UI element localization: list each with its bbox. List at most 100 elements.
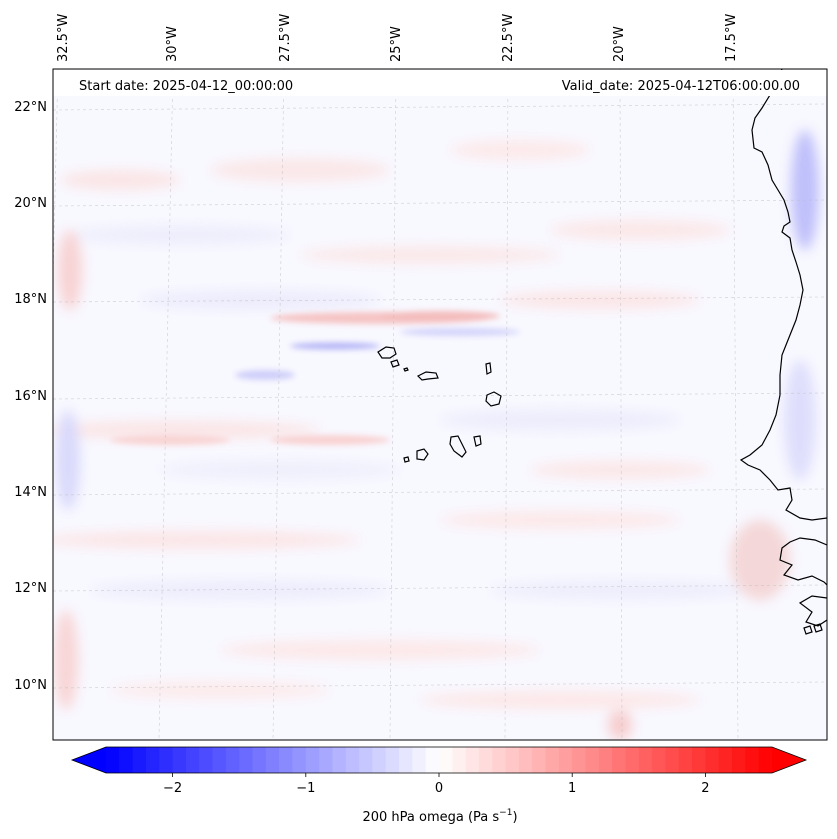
colorbar-tick-label: 1 bbox=[568, 781, 576, 796]
colorbar-cell bbox=[212, 747, 227, 773]
colorbar-cell bbox=[585, 747, 600, 773]
colorbar-cell bbox=[172, 747, 187, 773]
colorbar-cell bbox=[612, 747, 627, 773]
latitude-labels: 22°N 20°N 18°N 16°N 14°N 12°N 10°N bbox=[14, 100, 47, 693]
colorbar-cell bbox=[119, 747, 134, 773]
lat-label-20n: 20°N bbox=[14, 196, 47, 211]
colorbar-cell bbox=[425, 747, 440, 773]
colorbar-cell bbox=[692, 747, 706, 773]
island-sao-nicolau bbox=[416, 371, 439, 381]
colorbar: −2 −1 0 1 2 200 hPa omega (Pa s−1) bbox=[70, 746, 808, 825]
colorbar-cell bbox=[532, 747, 547, 773]
colorbar-cell bbox=[159, 747, 174, 773]
colorbar-cell bbox=[505, 747, 520, 773]
colorbar-cell bbox=[252, 747, 267, 773]
colorbar-cell bbox=[465, 747, 480, 773]
lon-label-17-5w: 17.5°W bbox=[724, 14, 739, 62]
colorbar-cell bbox=[625, 747, 640, 773]
colorbar-cell bbox=[439, 747, 453, 773]
gridlines bbox=[53, 69, 827, 740]
colorbar-cell bbox=[345, 747, 360, 773]
island-fogo bbox=[416, 448, 429, 461]
map-panel: Start date: 2025-04-12_00:00:00 Valid_da… bbox=[52, 68, 828, 741]
colorbar-cell bbox=[265, 747, 280, 773]
map-frame bbox=[52, 68, 828, 741]
island-sao-vicente bbox=[390, 359, 400, 368]
colorbar-cell bbox=[359, 747, 373, 773]
colorbar-tick-label: −1 bbox=[296, 781, 315, 796]
colorbar-cell bbox=[399, 747, 413, 773]
colorbar-cell bbox=[518, 747, 533, 773]
island-santiago bbox=[449, 435, 467, 458]
island-sal bbox=[485, 362, 492, 375]
lat-label-14n: 14°N bbox=[14, 485, 47, 500]
lon-label-20w: 20°W bbox=[612, 26, 627, 62]
lon-label-22-5w: 22.5°W bbox=[501, 14, 516, 62]
colorbar-cell bbox=[478, 747, 493, 773]
omega-field bbox=[53, 130, 819, 740]
lat-label-12n: 12°N bbox=[14, 581, 47, 596]
colorbar-cell bbox=[558, 747, 573, 773]
valid-date-text: Valid_date: 2025-04-12T06:00:00.00 bbox=[562, 79, 800, 94]
colorbar-cell bbox=[638, 747, 653, 773]
colorbar-cell bbox=[292, 747, 307, 773]
colorbar-cell bbox=[678, 747, 693, 773]
colorbar-outline bbox=[70, 746, 808, 774]
africa-coastline-south bbox=[779, 537, 827, 586]
colorbar-cell bbox=[239, 747, 254, 773]
colorbar-cell bbox=[452, 747, 467, 773]
colorbar-cell bbox=[732, 747, 746, 773]
longitude-labels: 32.5°W 30°W 27.5°W 25°W 22.5°W 20°W 17.5… bbox=[56, 14, 739, 62]
colorbar-cell bbox=[279, 747, 294, 773]
colorbar-ticks: −2 −1 0 1 2 bbox=[163, 773, 710, 796]
omega-field-background bbox=[53, 69, 827, 740]
colorbar-label: 200 hPa omega (Pa s−1) bbox=[362, 808, 517, 825]
lon-label-25w: 25°W bbox=[389, 26, 404, 62]
guinea-coastline bbox=[798, 595, 827, 627]
colorbar-cell bbox=[145, 747, 160, 773]
colorbar-cell bbox=[332, 747, 347, 773]
lat-label-16n: 16°N bbox=[14, 389, 47, 404]
colorbar-cell bbox=[718, 747, 733, 773]
colorbar-cell bbox=[705, 747, 720, 773]
colorbar-cell bbox=[199, 747, 214, 773]
colorbar-min-extension bbox=[72, 747, 106, 773]
lat-label-22n: 22°N bbox=[14, 100, 47, 115]
island-santa-luzia bbox=[403, 367, 409, 372]
colorbar-cell bbox=[572, 747, 587, 773]
island-brava bbox=[403, 456, 410, 463]
colorbar-max-extension bbox=[772, 747, 806, 773]
start-date-text: Start date: 2025-04-12_00:00:00 bbox=[79, 79, 293, 94]
colorbar-cell bbox=[758, 747, 773, 773]
lon-label-30w: 30°W bbox=[165, 26, 180, 62]
colorbar-cell bbox=[492, 747, 507, 773]
island-santo-antao bbox=[377, 346, 397, 359]
island-boa-vista bbox=[485, 391, 502, 407]
lat-label-18n: 18°N bbox=[14, 292, 47, 307]
colorbar-cell bbox=[185, 747, 200, 773]
colorbar-tick-label: 2 bbox=[701, 781, 709, 796]
lon-label-27-5w: 27.5°W bbox=[278, 14, 293, 62]
colorbar-cell bbox=[598, 747, 613, 773]
colorbar-cell bbox=[665, 747, 680, 773]
colorbar-cell bbox=[385, 747, 400, 773]
colorbar-cell bbox=[319, 747, 334, 773]
colorbar-cell bbox=[545, 747, 560, 773]
colorbar-cell bbox=[745, 747, 760, 773]
colorbar-cells bbox=[106, 747, 773, 773]
info-banner bbox=[53, 70, 827, 96]
colorbar-tick-label: 0 bbox=[435, 781, 443, 796]
coastlines bbox=[377, 69, 827, 635]
colorbar-cell bbox=[106, 747, 120, 773]
colorbar-cell bbox=[305, 747, 320, 773]
lon-label-32-5w: 32.5°W bbox=[56, 14, 71, 62]
bijagos-islands bbox=[803, 623, 823, 635]
island-maio bbox=[473, 435, 482, 447]
colorbar-cell bbox=[412, 747, 427, 773]
africa-coastline bbox=[739, 69, 827, 521]
colorbar-cell bbox=[132, 747, 147, 773]
colorbar-cell bbox=[225, 747, 240, 773]
lat-label-10n: 10°N bbox=[14, 678, 47, 693]
colorbar-tick-label: −2 bbox=[163, 781, 182, 796]
colorbar-cell bbox=[372, 747, 387, 773]
